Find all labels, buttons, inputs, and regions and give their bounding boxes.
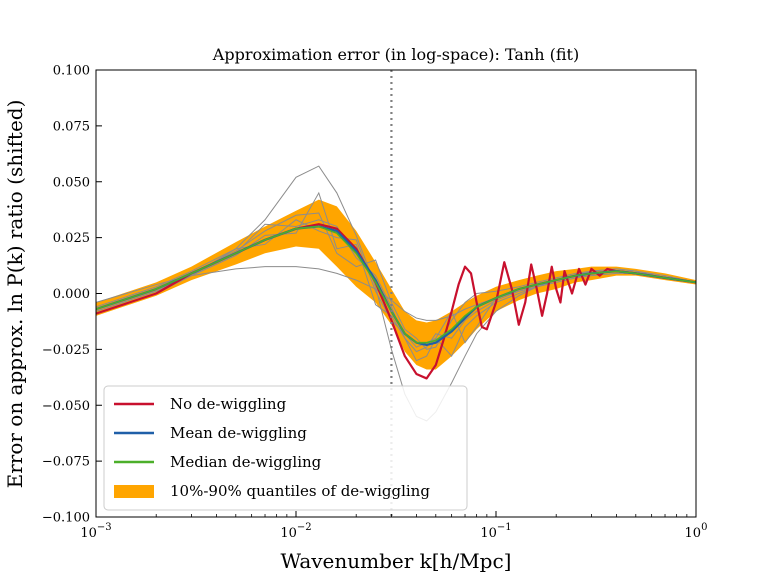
legend-label-median: Median de-wiggling bbox=[170, 453, 322, 471]
sample-curve-4 bbox=[96, 212, 696, 350]
quantile-band bbox=[96, 199, 696, 370]
y-tick-label: −0.075 bbox=[42, 455, 90, 470]
legend-swatch-quantile-band bbox=[114, 485, 154, 498]
y-tick-label: −0.025 bbox=[42, 343, 90, 358]
series-line-no-dewiggling bbox=[96, 223, 696, 380]
y-tick-label: 0.075 bbox=[53, 119, 90, 134]
y-tick-label: 0.100 bbox=[53, 64, 90, 79]
sample-curve-1 bbox=[96, 266, 696, 321]
x-tick-label: 10−1 bbox=[480, 522, 511, 541]
sample-curve-2 bbox=[96, 165, 696, 422]
y-tick-label: 0.025 bbox=[53, 231, 90, 246]
x-tick-label: 100 bbox=[685, 522, 708, 541]
y-tick-label: 0.000 bbox=[53, 287, 90, 302]
y-tick-label: −0.100 bbox=[42, 511, 90, 526]
x-tick-label: 10−3 bbox=[80, 522, 111, 541]
legend-label-mean: Mean de-wiggling bbox=[170, 424, 307, 442]
chart-title: Approximation error (in log-space): Tanh… bbox=[212, 45, 579, 64]
legend-box bbox=[103, 385, 468, 511]
legend-label-quantile-band: 10%-90% quantiles of de-wiggling bbox=[170, 482, 430, 500]
legend: No de-wiggling Mean de-wiggling Median de-… bbox=[103, 385, 468, 511]
y-axis-label: Error on approx. ln P(k) ratio (shifted) bbox=[3, 100, 27, 489]
legend-label-no-dewiggling: No de-wiggling bbox=[170, 395, 287, 413]
series-line-median bbox=[96, 225, 696, 344]
y-tick-label: −0.050 bbox=[42, 399, 90, 414]
x-tick-label: 10−2 bbox=[280, 522, 311, 541]
x-axis-label: Wavenumber k[h/Mpc] bbox=[281, 549, 512, 573]
y-tick-label: 0.050 bbox=[53, 175, 90, 190]
